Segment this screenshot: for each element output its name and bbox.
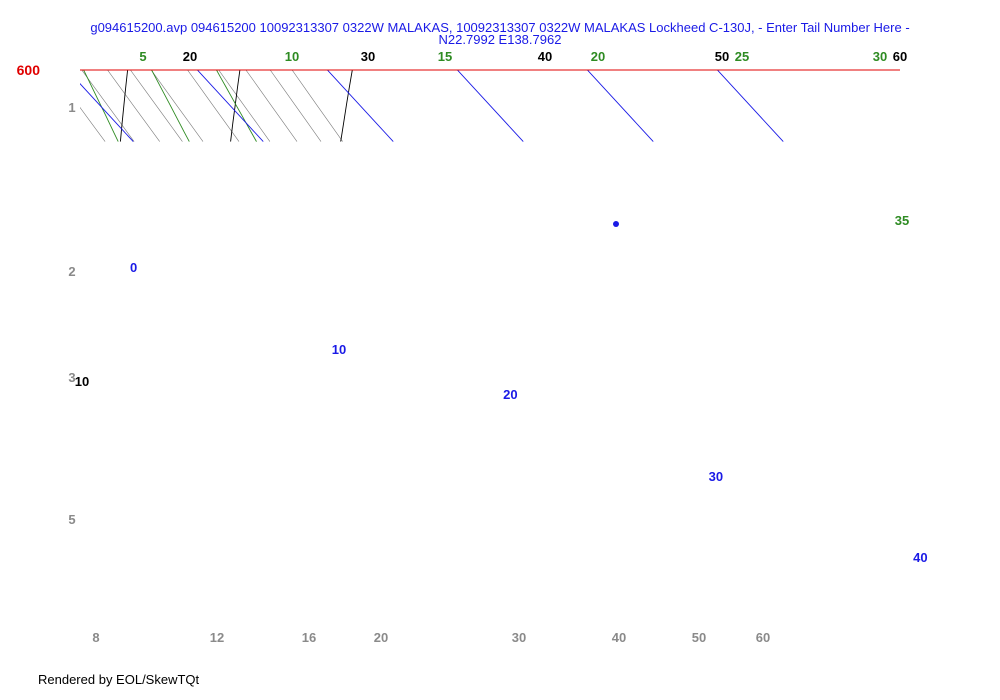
- chart-title-line1: g094615200.avp 094615200 10092313307 032…: [90, 20, 909, 35]
- height-label: 2: [68, 264, 75, 279]
- dry-adiabat-label: 20: [183, 49, 197, 64]
- moist-adiabat-label: 10: [285, 49, 299, 64]
- dry-adiabat-label: 50: [715, 49, 729, 64]
- moist-adiabat-label: 35: [895, 213, 909, 228]
- dry-adiabat-label: 10: [75, 374, 89, 389]
- moist-adiabat-label: 30: [873, 49, 887, 64]
- mixing-ratio-label: 40: [612, 630, 626, 645]
- isotherm-label: 40: [913, 550, 927, 565]
- height-label: 5: [68, 512, 75, 527]
- chart-title-line2: N22.7992 E138.7962: [439, 32, 562, 47]
- mixing-ratio-label: 30: [512, 630, 526, 645]
- mixing-ratio-label: 60: [756, 630, 770, 645]
- mixing-ratio-label: 8: [92, 630, 99, 645]
- isotherm-label: 30: [709, 469, 723, 484]
- isotherm-label: 0: [130, 260, 137, 275]
- pressure-label-600: 600: [17, 62, 41, 78]
- moist-adiabat-label: 20: [591, 49, 605, 64]
- mixing-ratio-label: 12: [210, 630, 224, 645]
- dry-adiabat-label: 60: [893, 49, 907, 64]
- isotherm-label: 10: [332, 342, 346, 357]
- dry-adiabat-label: 40: [538, 49, 552, 64]
- flight-level-marker: [613, 221, 619, 227]
- height-label: 1: [68, 100, 75, 115]
- footer-credit: Rendered by EOL/SkewTQt: [38, 672, 200, 687]
- mixing-ratio-label: 50: [692, 630, 706, 645]
- moist-adiabat-label: 5: [139, 49, 146, 64]
- mixing-ratio-label: 16: [302, 630, 316, 645]
- moist-adiabat-label: 15: [438, 49, 452, 64]
- moist-adiabat-label: 25: [735, 49, 749, 64]
- dry-adiabat-label: 30: [361, 49, 375, 64]
- isotherm-label: 20: [503, 387, 517, 402]
- height-label: 3: [68, 370, 75, 385]
- plot-area: 6007008009001000-20-10010203040102030405…: [0, 0, 928, 645]
- mixing-ratio-label: 20: [374, 630, 388, 645]
- mixing-ratio-line: [0, 0, 7, 142]
- isotherm: [0, 0, 3, 142]
